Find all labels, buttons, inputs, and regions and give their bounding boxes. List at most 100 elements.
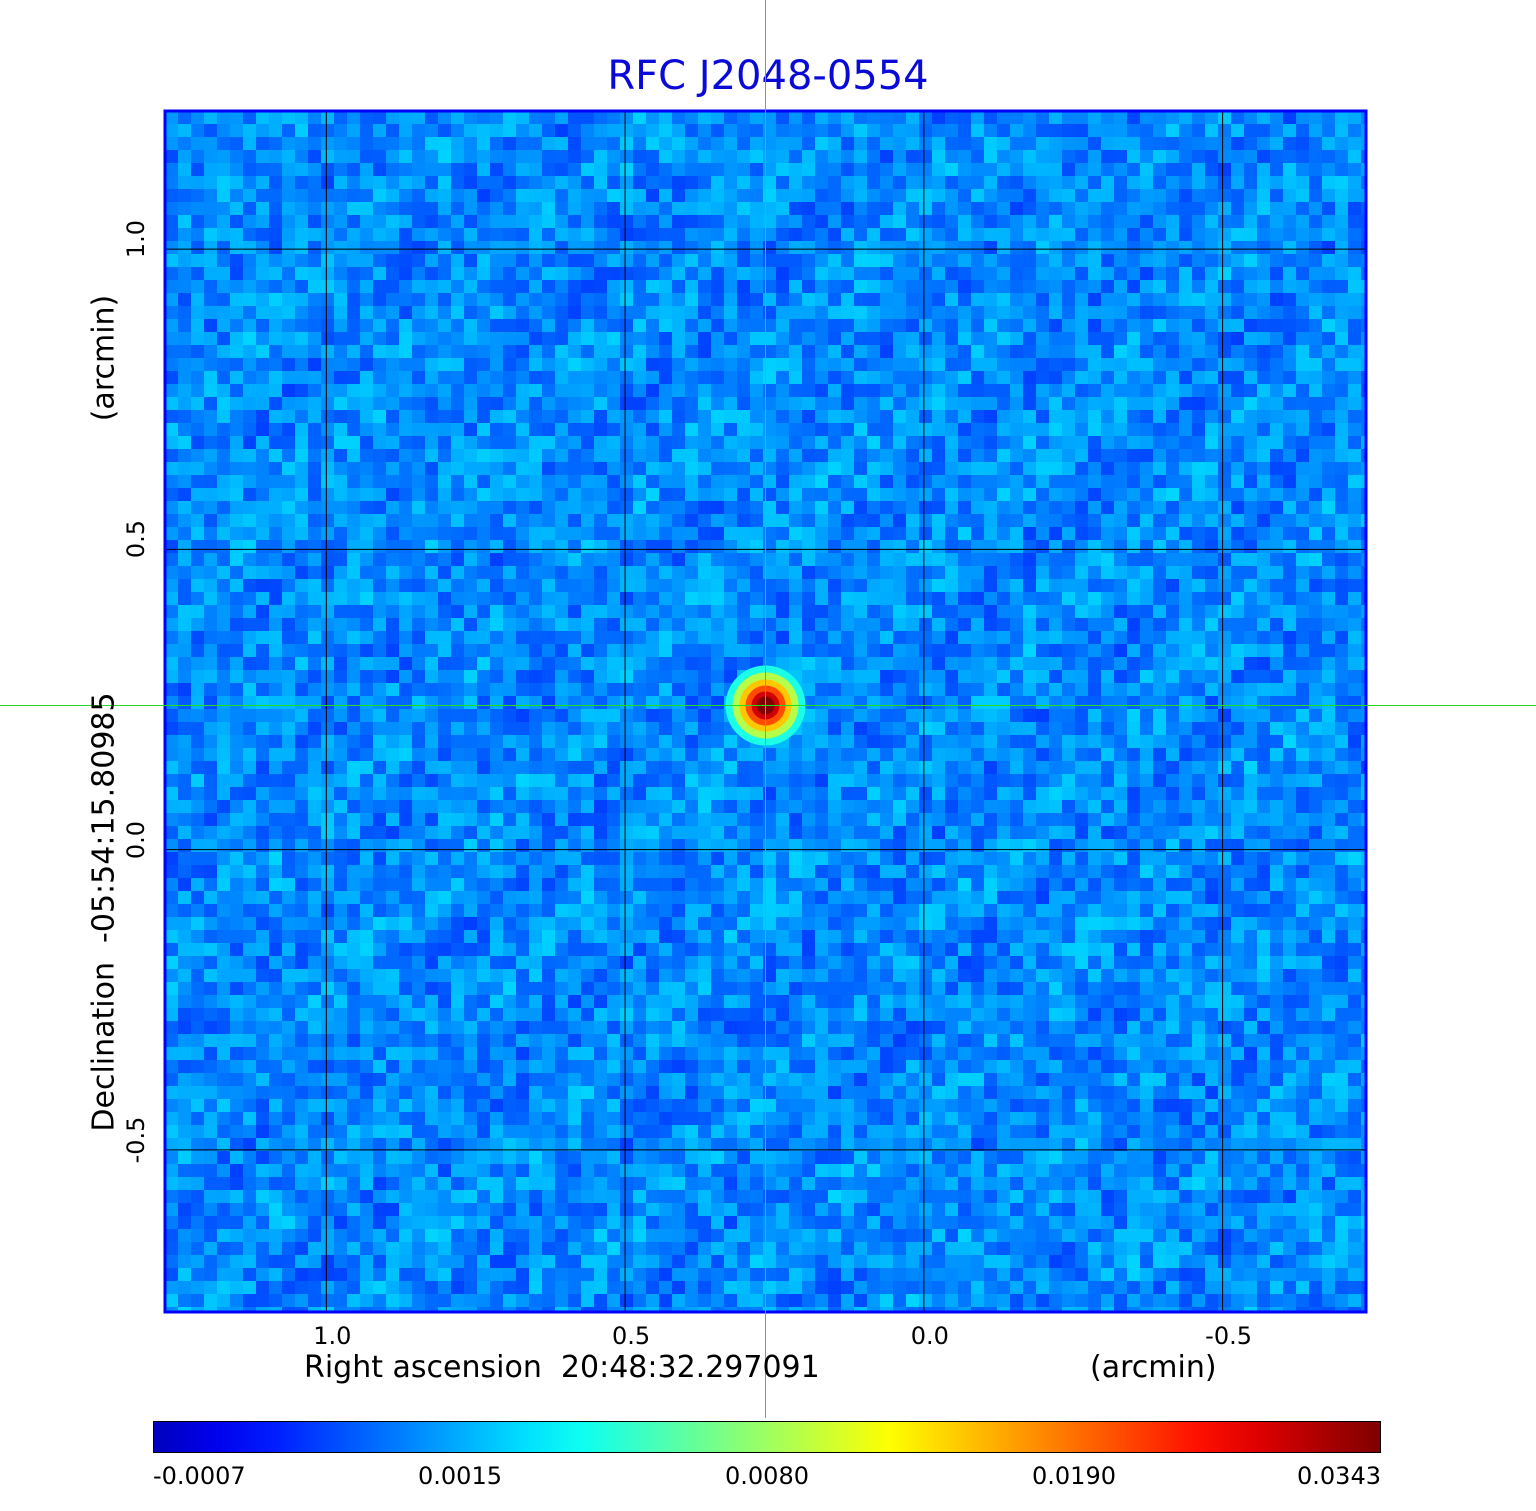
map-pixel [1088, 475, 1101, 488]
map-pixel [464, 176, 477, 189]
map-pixel [1296, 631, 1309, 644]
map-pixel [620, 241, 633, 254]
map-pixel [1231, 553, 1244, 566]
map-pixel [893, 176, 906, 189]
map-pixel [204, 384, 217, 397]
map-pixel [1296, 475, 1309, 488]
map-pixel [841, 605, 854, 618]
map-pixel [1218, 150, 1231, 163]
map-pixel [1036, 345, 1049, 358]
map-pixel [243, 618, 256, 631]
map-pixel [243, 735, 256, 748]
map-pixel [1322, 137, 1335, 150]
map-pixel [1309, 475, 1322, 488]
map-pixel [1270, 332, 1283, 345]
map-pixel [191, 696, 204, 709]
map-pixel [932, 787, 945, 800]
map-pixel [373, 189, 386, 202]
map-pixel [867, 618, 880, 631]
map-pixel [1010, 241, 1023, 254]
map-pixel [698, 267, 711, 280]
map-pixel [607, 358, 620, 371]
map-pixel [1101, 137, 1114, 150]
map-pixel [698, 150, 711, 163]
map-pixel [386, 657, 399, 670]
map-pixel [477, 774, 490, 787]
map-pixel [230, 462, 243, 475]
map-pixel [490, 384, 503, 397]
map-pixel [204, 501, 217, 514]
map-pixel [1036, 202, 1049, 215]
map-pixel [529, 384, 542, 397]
map-pixel [919, 540, 932, 553]
map-pixel [438, 293, 451, 306]
map-pixel [620, 761, 633, 774]
map-pixel [828, 410, 841, 423]
map-pixel [1335, 592, 1348, 605]
map-pixel [984, 540, 997, 553]
map-pixel [256, 241, 269, 254]
map-pixel [1088, 566, 1101, 579]
map-pixel [1140, 735, 1153, 748]
map-pixel [841, 137, 854, 150]
map-pixel [256, 501, 269, 514]
map-pixel [386, 436, 399, 449]
map-pixel [1023, 696, 1036, 709]
map-pixel [711, 618, 724, 631]
map-pixel [373, 111, 386, 124]
map-pixel [386, 631, 399, 644]
map-pixel [711, 449, 724, 462]
map-pixel [971, 683, 984, 696]
map-pixel [308, 774, 321, 787]
map-pixel [347, 683, 360, 696]
map-pixel [295, 722, 308, 735]
map-pixel [373, 449, 386, 462]
map-pixel [1335, 722, 1348, 735]
map-pixel [750, 176, 763, 189]
map-pixel [711, 696, 724, 709]
map-pixel [997, 111, 1010, 124]
map-pixel [1166, 176, 1179, 189]
map-pixel [1231, 163, 1244, 176]
map-pixel [1348, 267, 1361, 280]
map-pixel [1361, 462, 1366, 475]
map-pixel [256, 462, 269, 475]
map-pixel [1179, 501, 1192, 514]
map-pixel [295, 137, 308, 150]
map-pixel [1296, 709, 1309, 722]
map-pixel [1075, 709, 1088, 722]
map-pixel [854, 722, 867, 735]
map-pixel [815, 397, 828, 410]
map-pixel [1101, 748, 1114, 761]
map-pixel [880, 696, 893, 709]
map-pixel [1309, 774, 1322, 787]
map-pixel [867, 579, 880, 592]
map-pixel [971, 436, 984, 449]
map-pixel [1114, 280, 1127, 293]
map-pixel [1088, 787, 1101, 800]
map-pixel [776, 657, 789, 670]
map-pixel [516, 722, 529, 735]
map-pixel [802, 579, 815, 592]
map-pixel [1309, 696, 1322, 709]
map-pixel [620, 358, 633, 371]
map-pixel [1348, 358, 1361, 371]
map-pixel [412, 384, 425, 397]
map-pixel [672, 241, 685, 254]
map-pixel [1231, 423, 1244, 436]
map-pixel [919, 423, 932, 436]
map-pixel [373, 631, 386, 644]
map-pixel [256, 618, 269, 631]
map-pixel [1244, 657, 1257, 670]
map-pixel [737, 475, 750, 488]
map-pixel [971, 618, 984, 631]
map-pixel [633, 267, 646, 280]
map-pixel [1153, 423, 1166, 436]
map-pixel [1127, 514, 1140, 527]
map-pixel [971, 280, 984, 293]
map-pixel [711, 553, 724, 566]
map-pixel [1140, 540, 1153, 553]
map-pixel [321, 709, 334, 722]
map-pixel [763, 605, 776, 618]
map-pixel [191, 761, 204, 774]
